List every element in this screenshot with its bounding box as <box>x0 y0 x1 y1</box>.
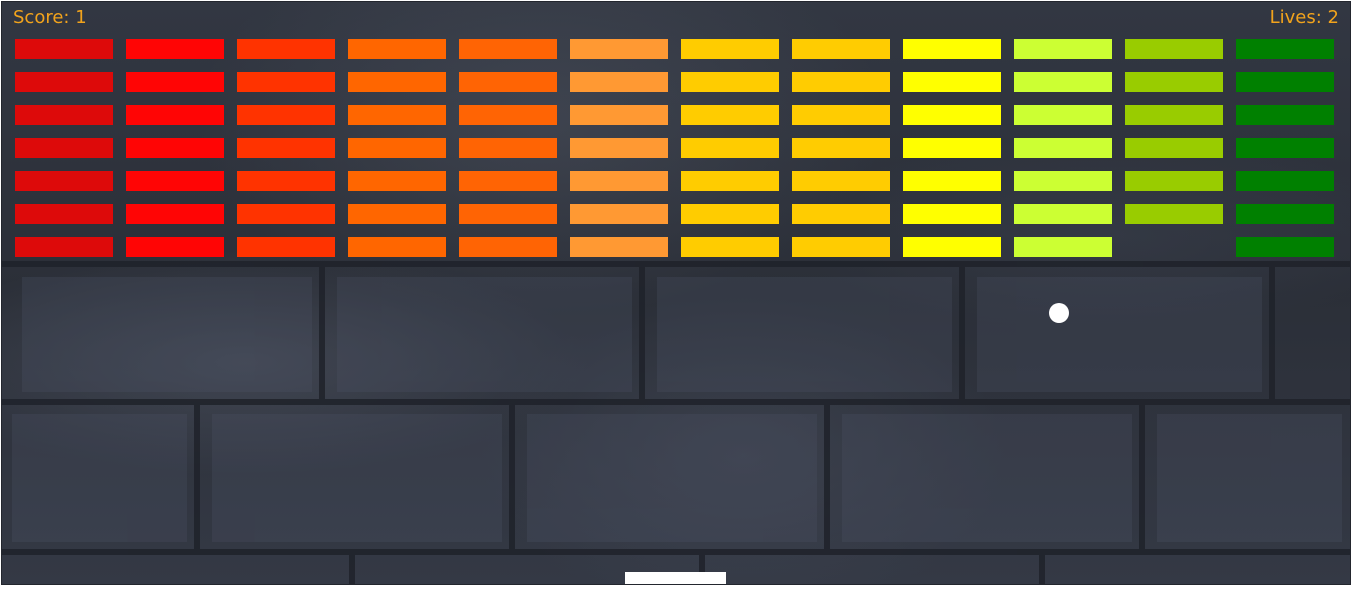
brick <box>570 138 668 158</box>
brick <box>348 138 446 158</box>
brick <box>15 171 113 191</box>
brick <box>681 237 779 257</box>
brick <box>126 138 224 158</box>
brick <box>1014 138 1112 158</box>
brick <box>792 204 890 224</box>
brick <box>459 138 557 158</box>
brick <box>903 204 1001 224</box>
brick <box>126 105 224 125</box>
brick <box>570 171 668 191</box>
brick <box>1014 237 1112 257</box>
brick <box>903 39 1001 59</box>
brick <box>570 105 668 125</box>
lives-label: Lives: 2 <box>1269 7 1339 28</box>
brick <box>1125 39 1223 59</box>
paddle[interactable] <box>625 572 726 584</box>
brick <box>1236 171 1334 191</box>
brick <box>1236 237 1334 257</box>
brick <box>237 138 335 158</box>
brick <box>15 138 113 158</box>
brick <box>681 72 779 92</box>
brick <box>126 204 224 224</box>
brick <box>1014 105 1112 125</box>
brick <box>126 72 224 92</box>
brick <box>792 171 890 191</box>
brick <box>570 72 668 92</box>
brick <box>1014 204 1112 224</box>
brick <box>681 105 779 125</box>
brick <box>792 237 890 257</box>
brick <box>681 171 779 191</box>
brick <box>1125 105 1223 125</box>
brick <box>1236 204 1334 224</box>
brick <box>237 237 335 257</box>
brick <box>1125 171 1223 191</box>
brick <box>1125 204 1223 224</box>
brick <box>126 39 224 59</box>
brick <box>1125 72 1223 92</box>
brick <box>1014 39 1112 59</box>
score-label: Score: 1 <box>13 7 87 28</box>
brick <box>348 39 446 59</box>
brick <box>1014 171 1112 191</box>
brick <box>348 237 446 257</box>
brick <box>792 72 890 92</box>
brick <box>1236 39 1334 59</box>
brick <box>1125 138 1223 158</box>
brick <box>15 72 113 92</box>
brick <box>903 72 1001 92</box>
brick <box>570 39 668 59</box>
brick <box>459 171 557 191</box>
brick <box>792 105 890 125</box>
brick <box>348 72 446 92</box>
brick <box>903 171 1001 191</box>
brick <box>459 204 557 224</box>
brick <box>570 204 668 224</box>
brick <box>126 237 224 257</box>
brick <box>681 204 779 224</box>
brick <box>348 105 446 125</box>
ball <box>1049 303 1069 323</box>
brick <box>15 105 113 125</box>
brick <box>15 39 113 59</box>
brick <box>348 204 446 224</box>
brick <box>903 138 1001 158</box>
brick <box>237 39 335 59</box>
brick <box>348 171 446 191</box>
brick <box>237 105 335 125</box>
brick <box>126 171 224 191</box>
brick <box>15 237 113 257</box>
brick <box>459 105 557 125</box>
brick <box>570 237 668 257</box>
brick <box>792 138 890 158</box>
brick <box>237 204 335 224</box>
brick <box>15 204 113 224</box>
brick <box>1236 72 1334 92</box>
brick <box>459 39 557 59</box>
brick <box>792 39 890 59</box>
brick <box>1236 138 1334 158</box>
brick <box>237 72 335 92</box>
brick <box>459 237 557 257</box>
brick <box>1014 72 1112 92</box>
brick <box>903 237 1001 257</box>
brick <box>459 72 557 92</box>
brick <box>681 138 779 158</box>
brick <box>903 105 1001 125</box>
brick <box>1236 105 1334 125</box>
brick <box>681 39 779 59</box>
brick <box>237 171 335 191</box>
